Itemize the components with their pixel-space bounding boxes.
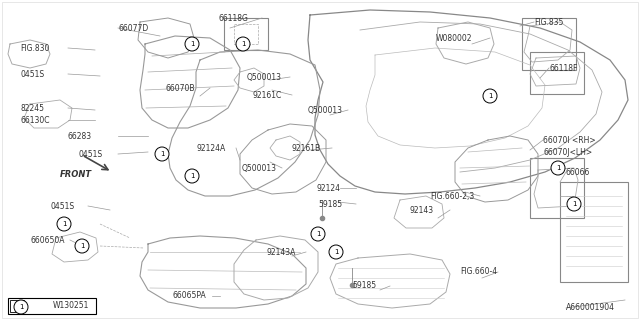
Text: FIG.835: FIG.835 xyxy=(534,18,563,27)
Text: 82245: 82245 xyxy=(20,103,44,113)
Circle shape xyxy=(14,300,28,314)
Circle shape xyxy=(185,169,199,183)
Text: 66077D: 66077D xyxy=(118,23,148,33)
Circle shape xyxy=(311,227,325,241)
Text: 0451S: 0451S xyxy=(78,149,102,158)
Text: 59185: 59185 xyxy=(318,199,342,209)
Text: 66070J<LH>: 66070J<LH> xyxy=(543,148,592,156)
Text: 92161B: 92161B xyxy=(291,143,320,153)
Text: 1: 1 xyxy=(333,249,339,255)
Text: 1: 1 xyxy=(189,173,195,179)
Bar xyxy=(234,24,258,44)
Text: 1: 1 xyxy=(19,304,23,310)
Circle shape xyxy=(551,161,565,175)
Text: 0451S: 0451S xyxy=(50,202,74,211)
Text: 92124A: 92124A xyxy=(196,143,225,153)
Text: 92161C: 92161C xyxy=(252,91,281,100)
Text: FIG.660-4: FIG.660-4 xyxy=(460,268,497,276)
Circle shape xyxy=(236,37,250,51)
Text: Q500013: Q500013 xyxy=(247,73,282,82)
Text: 66118F: 66118F xyxy=(549,63,577,73)
Text: 1: 1 xyxy=(160,151,164,157)
Text: 92124: 92124 xyxy=(316,183,340,193)
Bar xyxy=(224,18,268,50)
Text: 92143A: 92143A xyxy=(266,247,296,257)
Text: 66070B: 66070B xyxy=(165,84,195,92)
Text: 66070I <RH>: 66070I <RH> xyxy=(543,135,596,145)
Bar xyxy=(530,52,584,94)
Text: FIG.830: FIG.830 xyxy=(20,44,49,52)
Bar xyxy=(560,182,628,282)
Text: 66283: 66283 xyxy=(67,132,91,140)
Text: Q500013: Q500013 xyxy=(242,164,277,172)
Text: 660650A: 660650A xyxy=(30,236,65,244)
Text: 66118G: 66118G xyxy=(218,13,248,22)
Text: 1: 1 xyxy=(189,41,195,47)
Text: FIG.660-2,3: FIG.660-2,3 xyxy=(430,191,474,201)
Text: FRONT: FRONT xyxy=(60,170,92,179)
Text: W130251: W130251 xyxy=(53,301,90,310)
Circle shape xyxy=(185,37,199,51)
Bar xyxy=(530,158,584,218)
Circle shape xyxy=(155,147,169,161)
Circle shape xyxy=(329,245,343,259)
Bar xyxy=(522,18,576,70)
Text: 1: 1 xyxy=(80,243,84,249)
Bar xyxy=(8,298,96,314)
Text: 66065PA: 66065PA xyxy=(172,292,205,300)
Circle shape xyxy=(57,217,71,231)
Text: W080002: W080002 xyxy=(436,34,472,43)
Bar xyxy=(10,300,24,312)
Circle shape xyxy=(75,239,89,253)
Text: 1: 1 xyxy=(241,41,245,47)
Text: Q500013: Q500013 xyxy=(308,106,343,115)
Circle shape xyxy=(567,197,581,211)
Text: 59185: 59185 xyxy=(352,282,376,291)
Circle shape xyxy=(483,89,497,103)
Text: 92143: 92143 xyxy=(409,205,433,214)
Text: 66130C: 66130C xyxy=(20,116,49,124)
Text: 0451S: 0451S xyxy=(20,69,44,78)
Text: 1: 1 xyxy=(488,93,492,99)
Text: 1: 1 xyxy=(61,221,67,227)
Text: 66066: 66066 xyxy=(566,167,590,177)
Text: 1: 1 xyxy=(572,201,576,207)
Text: A660001904: A660001904 xyxy=(566,303,615,313)
Text: 1: 1 xyxy=(316,231,320,237)
Text: 1: 1 xyxy=(556,165,560,171)
